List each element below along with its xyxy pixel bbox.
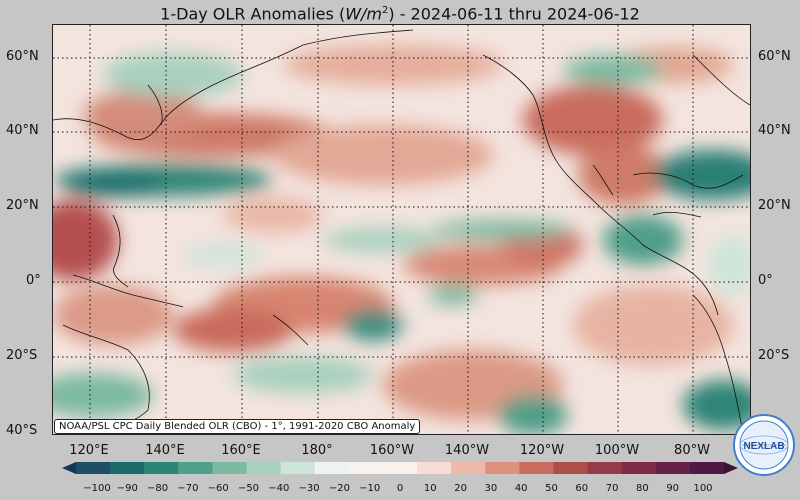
lon-label: 120°W (519, 443, 565, 458)
nexlab-logo: NEXLAB (733, 414, 795, 476)
lon-label: 80°W (674, 443, 710, 458)
lon-label: 160°E (221, 443, 261, 458)
colorbar-tick-label: −30 (298, 483, 320, 494)
colorbar-cell (382, 462, 418, 474)
lat-label-left: 20°S (6, 348, 38, 363)
lon-label: 120°E (69, 443, 109, 458)
graticule (53, 25, 750, 434)
lat-label-right: 20°S (758, 348, 790, 363)
colorbar-tick-label: 60 (575, 483, 589, 494)
colorbar-cell (621, 462, 657, 474)
colorbar-tick-label: −40 (268, 483, 290, 494)
colorbar-cell (110, 462, 145, 474)
colorbar-cell (417, 462, 452, 474)
olr-anomaly-map (52, 24, 751, 435)
colorbar-cell (314, 462, 350, 474)
coastlines (53, 29, 750, 434)
lon-label: 140°W (444, 443, 490, 458)
lat-label-right: 60°N (758, 49, 791, 64)
colorbar-cell (485, 462, 520, 474)
colorbar-tick-label: −10 (359, 483, 381, 494)
lat-label-left: 20°N (6, 198, 39, 213)
colorbar-extend-high (724, 462, 738, 474)
colorbar-tick-label: −20 (328, 483, 350, 494)
colorbar-tick-label: 20 (454, 483, 467, 494)
colorbar-cell (587, 462, 623, 474)
colorbar (62, 462, 738, 474)
colorbar-tick-label: −100 (83, 483, 111, 494)
colorbar-tick-label: 80 (636, 483, 649, 494)
title-unit: W/m (345, 4, 382, 24)
colorbar-tick-label: 40 (514, 483, 528, 494)
lon-label: 140°E (145, 443, 185, 458)
colorbar-cell (451, 462, 486, 474)
lon-label: 180° (301, 443, 333, 458)
colorbar-cell (348, 462, 384, 474)
colorbar-cell (280, 462, 316, 474)
colorbar-cell (144, 462, 179, 474)
colorbar-cell (655, 462, 691, 474)
colorbar-cell (178, 462, 213, 474)
map-canvas (53, 25, 750, 434)
lat-label-left: 40°N (6, 123, 39, 138)
colorbar-tick-label: 50 (545, 483, 558, 494)
colorbar-tick-label: −70 (177, 483, 199, 494)
colorbar-tick-label: 100 (693, 483, 713, 494)
title-unit-exponent: 2 (381, 5, 389, 16)
logo-text: NEXLAB (743, 441, 784, 452)
colorbar-tick-label: 30 (484, 483, 498, 494)
lon-label: 100°W (594, 443, 640, 458)
lon-label: 160°W (369, 443, 415, 458)
colorbar-cell (212, 462, 248, 474)
colorbar-tick-label: −60 (207, 483, 229, 494)
anomaly-field (53, 45, 750, 434)
colorbar-cell (246, 462, 282, 474)
lat-label-left: 0° (26, 273, 41, 288)
title-suffix: ) - 2024-06-11 thru 2024-06-12 (388, 4, 640, 24)
colorbar-extend-low (62, 462, 76, 474)
lat-label-left: 40°S (6, 423, 38, 438)
data-source-credit: NOAA/PSL CPC Daily Blended OLR (CBO) - 1… (54, 419, 421, 434)
lat-label-right: 20°N (758, 198, 791, 213)
colorbar-tick-label: 70 (605, 483, 619, 494)
colorbar-tick-label: 0 (396, 483, 404, 494)
colorbar-tick-label: −90 (116, 483, 138, 494)
lat-label-right: 0° (758, 273, 773, 288)
colorbar-cell (76, 462, 111, 474)
colorbar-cell (553, 462, 589, 474)
title-prefix: 1-Day OLR Anomalies ( (160, 4, 346, 24)
colorbar-cell (519, 462, 554, 474)
colorbar-tick-label: −50 (237, 483, 260, 494)
lat-label-left: 60°N (6, 49, 39, 64)
colorbar-tick-label: 10 (423, 483, 437, 494)
colorbar-cell (689, 462, 725, 474)
map-title: 1-Day OLR Anomalies (W/m2) - 2024-06-11 … (0, 0, 800, 24)
lat-label-right: 40°N (758, 123, 791, 138)
colorbar-tick-label: 90 (666, 483, 680, 494)
colorbar-tick-label: −80 (147, 483, 169, 494)
